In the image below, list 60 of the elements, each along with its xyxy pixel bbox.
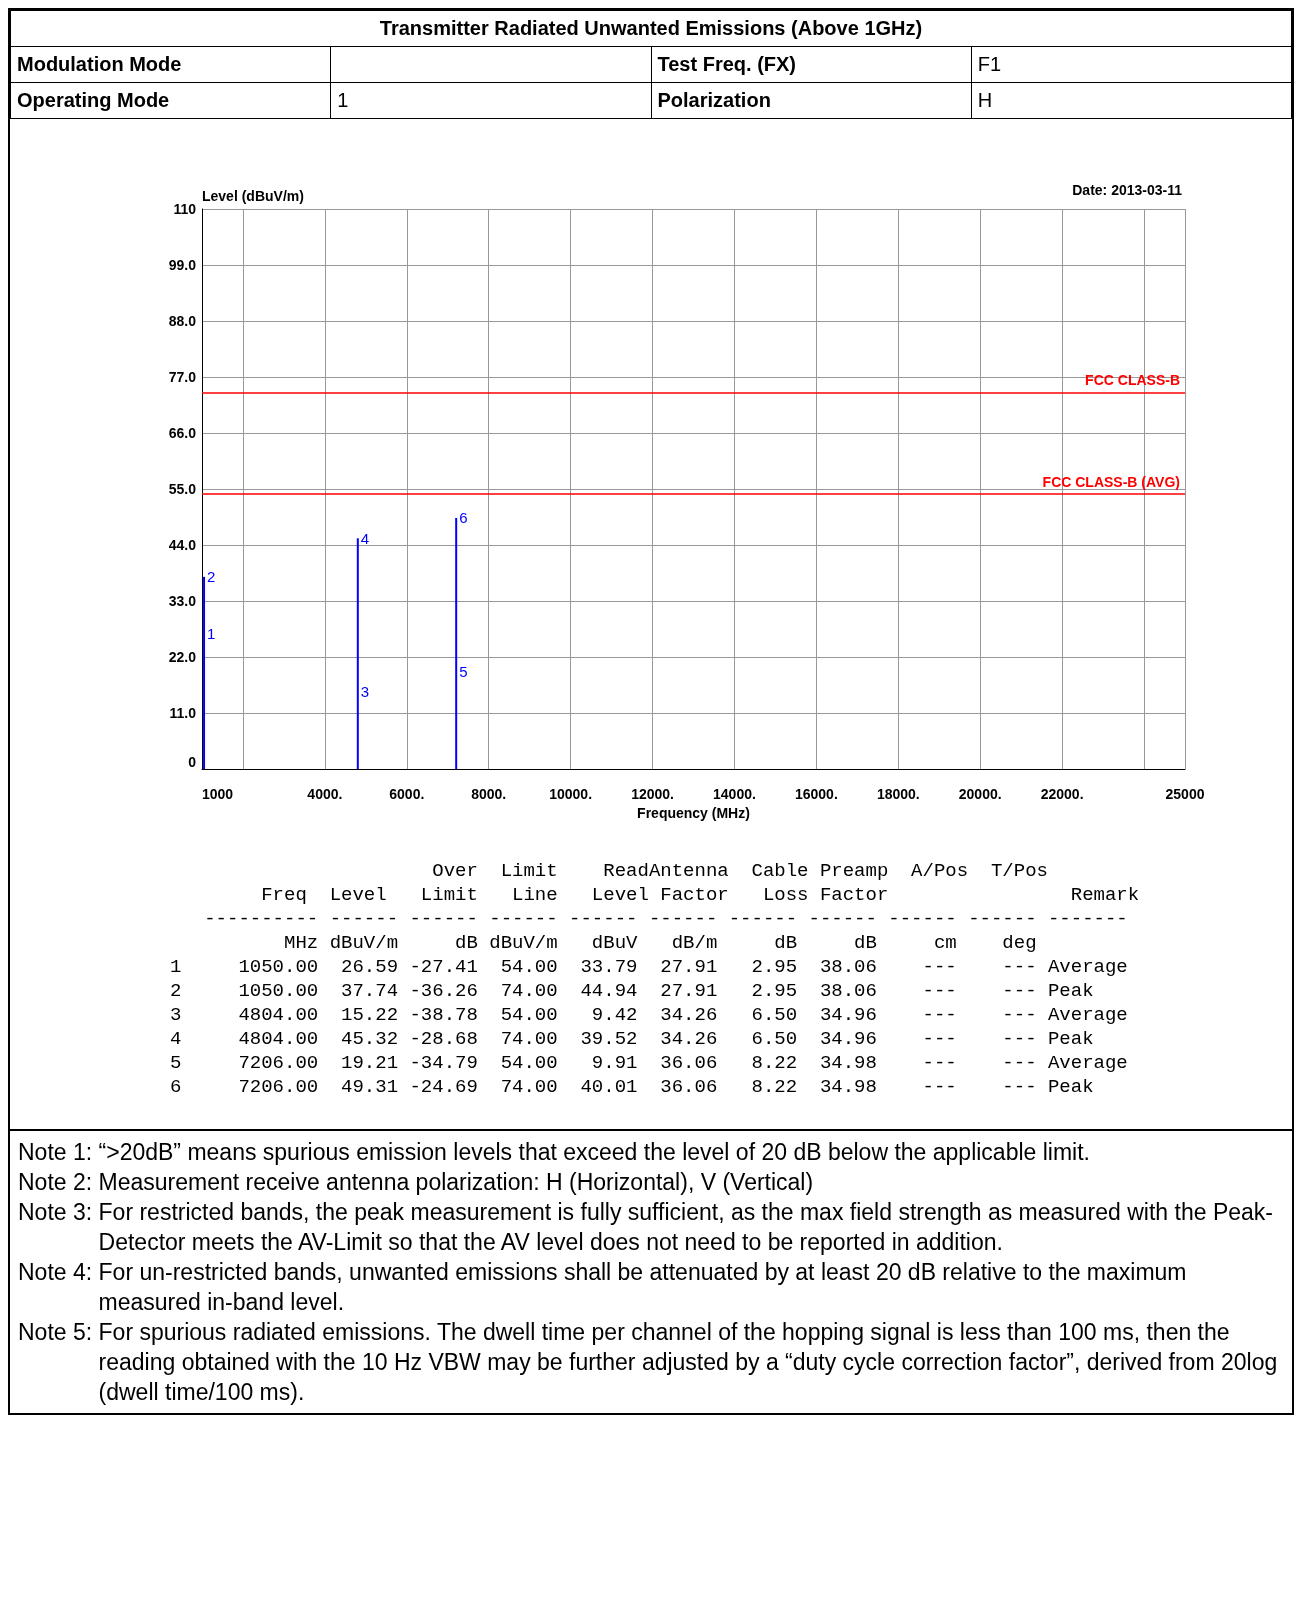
y-tick-label: 22.0 bbox=[168, 649, 197, 665]
bar bbox=[356, 538, 359, 769]
annotation: 4 bbox=[360, 529, 370, 547]
x-tick-label: 4000. bbox=[307, 786, 343, 802]
text: 1 bbox=[330, 82, 651, 119]
text: Freq Level Limit Line Level Factor Loss Factor Remark bbox=[261, 884, 1140, 906]
annotation: 5 bbox=[459, 662, 468, 680]
text: 2 1050.00 37.74 -36.26 74.00 44.94 27.91 2.95 38.06 --- --- Peak bbox=[170, 980, 1094, 1002]
text: 5 7206.00 19.21 -34.79 54.00 9.91 36.06 8.22 34.98 --- --- Average bbox=[170, 1052, 1128, 1074]
x-tick-label: 25000 bbox=[1165, 786, 1205, 802]
x-tick-label: 10000. bbox=[549, 786, 593, 802]
text: 4 4804.00 45.32 -28.68 74.00 39.52 34.26 6.50 34.96 --- --- Peak bbox=[170, 1028, 1094, 1050]
annotation: 1 bbox=[207, 625, 216, 643]
text: Operating Mode bbox=[10, 82, 331, 119]
text: 3 4804.00 15.22 -38.78 54.00 9.42 34.26 6.50 34.96 --- --- Average bbox=[170, 1004, 1128, 1026]
y-tick-label: 110 bbox=[173, 201, 197, 217]
text: MHz dBuV/m dB dBuV/m dBuV dB/m dB dB cm deg bbox=[284, 932, 1037, 954]
x-tick-label: 8000. bbox=[471, 786, 507, 802]
y-tick-label: 11.0 bbox=[169, 705, 197, 721]
text: H bbox=[971, 82, 1292, 119]
y-tick-label: 77.0 bbox=[168, 369, 197, 385]
x-tick-label: 18000. bbox=[876, 786, 920, 802]
text: Polarization bbox=[651, 82, 972, 119]
x-tick-label: 1000 bbox=[202, 786, 234, 802]
text: Test Freq. (FX) bbox=[651, 46, 972, 83]
text: ---------- ------ ------ ------ ------ ------ ------ ------ ------ ------ ------- bbox=[204, 908, 1128, 930]
text: Note 1: “>20dB” means spurious emission levels that exceed the level of 20 dB below the applicable limit. bbox=[18, 1138, 1091, 1167]
x-tick-label: 14000. bbox=[713, 786, 756, 802]
chart-title: Transmitter Radiated Unwanted Emissions (Above 1GHz) bbox=[10, 10, 1292, 47]
text: Note 3: For restricted bands, the peak measurement is fully sufficient, as the max field strength as measured with the Peak-Detector meets the AV-Limit so that the AV level does not need to be reported in addition. bbox=[18, 1198, 1274, 1257]
text: Over Limit ReadAntenna Cable Preamp A/Pos T/Pos bbox=[432, 860, 1048, 882]
y-tick-label: 44.0 bbox=[168, 537, 197, 553]
y-tick-label: 33.0 bbox=[168, 593, 197, 609]
y-tick-label: 88.0 bbox=[168, 313, 197, 329]
y-axis-title: Level (dBuV/m) bbox=[202, 188, 304, 204]
x-axis-title: Frequency (MHz) bbox=[637, 804, 750, 821]
text: F1 bbox=[971, 46, 1292, 83]
annotation: 2 bbox=[207, 568, 216, 586]
text: Modulation Mode bbox=[10, 46, 331, 83]
text: 6 7206.00 49.31 -24.69 74.00 40.01 36.06 8.22 34.98 --- --- Peak bbox=[170, 1076, 1094, 1098]
x-tick-label: 6000. bbox=[389, 786, 425, 802]
text: Note 4: For un-restricted bands, unwanted emissions shall be attenuated by at least 20 dB relative to the maximum measured in-band level. bbox=[18, 1258, 1188, 1317]
ref-line-label: FCC CLASS-B bbox=[1085, 372, 1180, 389]
y-tick-label: 55.0 bbox=[168, 481, 197, 497]
x-tick-label: 22000. bbox=[1040, 786, 1084, 802]
x-tick-label: 20000. bbox=[958, 786, 1002, 802]
text: Note 5: For spurious radiated emissions. The dwell time per channel of the hopping signal is less than 100 ms, then the reading obtained with the 10 Hz VBW may be further adjusted by a “duty cycle correction factor”, derived from 20log (dwell time/100 ms). bbox=[18, 1318, 1279, 1407]
annotation: 6 bbox=[459, 509, 468, 527]
y-tick-label: 0 bbox=[188, 754, 197, 770]
x-tick-label: 16000. bbox=[794, 786, 838, 802]
text: 1 1050.00 26.59 -27.41 54.00 33.79 27.91 2.95 38.06 --- --- Average bbox=[170, 956, 1128, 978]
ref-line-label: FCC CLASS-B (AVG) bbox=[1042, 474, 1180, 491]
y-tick-label: 99.0 bbox=[168, 257, 197, 273]
bar bbox=[455, 517, 458, 769]
bar bbox=[203, 576, 206, 769]
x-tick-label: 12000. bbox=[631, 786, 674, 802]
annotation: 3 bbox=[360, 683, 370, 701]
text: Note 2: Measurement receive antenna polarization: H (Horizontal), V (Vertical) bbox=[18, 1168, 814, 1197]
text: Date: 2013-03-11 bbox=[1072, 182, 1183, 198]
y-tick-label: 66.0 bbox=[168, 425, 197, 441]
